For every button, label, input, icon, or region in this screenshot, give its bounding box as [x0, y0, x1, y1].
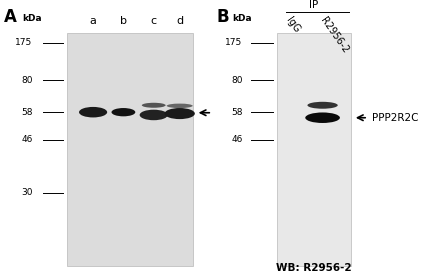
Text: kDa: kDa [23, 14, 42, 22]
Text: kDa: kDa [233, 14, 252, 22]
Bar [277, 33, 351, 266]
Bar [67, 33, 193, 266]
Ellipse shape [165, 108, 195, 119]
Text: 80: 80 [21, 76, 32, 85]
Text: A: A [4, 8, 17, 26]
Text: B: B [216, 8, 229, 26]
Text: 58: 58 [21, 108, 32, 117]
Text: WB: R2956-2: WB: R2956-2 [276, 263, 352, 273]
Text: IgG: IgG [284, 15, 302, 35]
Ellipse shape [307, 102, 338, 109]
Text: 46: 46 [21, 135, 32, 144]
Text: 80: 80 [231, 76, 242, 85]
Text: d: d [176, 16, 183, 26]
Text: 30: 30 [21, 188, 32, 197]
Text: 175: 175 [15, 39, 32, 47]
Ellipse shape [167, 104, 193, 108]
Ellipse shape [142, 103, 165, 108]
Text: a: a [90, 16, 97, 26]
Text: R2956-2: R2956-2 [319, 15, 351, 55]
Text: 175: 175 [225, 39, 242, 47]
Text: b: b [120, 16, 127, 26]
Text: PPP2R2C: PPP2R2C [372, 113, 418, 123]
Ellipse shape [139, 110, 168, 120]
Ellipse shape [79, 107, 107, 117]
Ellipse shape [111, 108, 135, 116]
Text: 46: 46 [231, 135, 242, 144]
Ellipse shape [305, 112, 340, 123]
Text: c: c [151, 16, 157, 26]
Text: IP: IP [309, 0, 319, 10]
Text: 58: 58 [231, 108, 242, 117]
